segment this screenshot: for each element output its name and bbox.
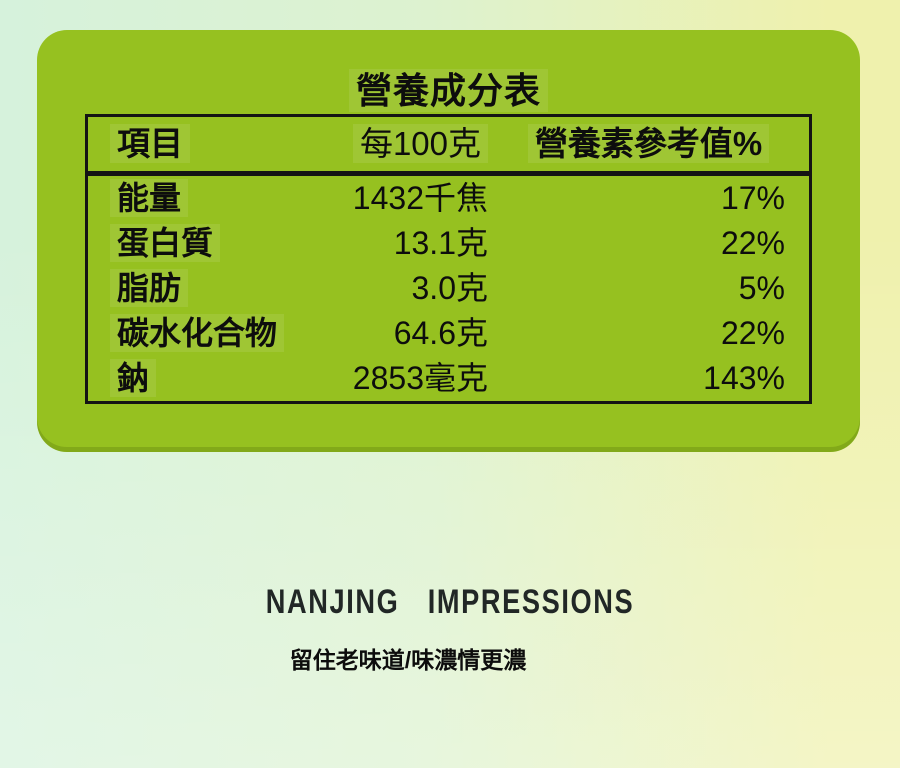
- item-label: 脂肪: [110, 269, 189, 307]
- table-row-fat: 脂肪 3.0克 5%: [88, 266, 809, 311]
- nrv-cell: 17%: [720, 180, 785, 216]
- item-cell: 能量: [88, 176, 273, 221]
- per100g-cell: 2853毫克: [352, 360, 488, 396]
- per100g-cell: 1432千焦: [352, 180, 488, 216]
- per100g-cell: 64.6克: [393, 315, 488, 351]
- nutrition-table-title: 營養成分表: [37, 62, 860, 114]
- header-item-label: 項目: [110, 124, 190, 163]
- item-cell: 蛋白質: [88, 221, 273, 266]
- header-item-column: 項目: [88, 117, 273, 171]
- table-row-sodium: 鈉 2853毫克 143%: [88, 356, 809, 401]
- nrv-cell: 22%: [720, 225, 785, 261]
- table-row-protein: 蛋白質 13.1克 22%: [88, 221, 809, 266]
- brand-tagline: 留住老味道/味濃情更濃: [289, 647, 527, 673]
- nutrition-table-title-text: 營養成分表: [348, 69, 548, 112]
- item-cell: 碳水化合物: [88, 311, 285, 356]
- per100g-cell: 3.0克: [411, 270, 489, 306]
- item-label: 蛋白質: [110, 224, 221, 262]
- nrv-cell: 22%: [720, 315, 785, 351]
- nrv-cell: 5%: [738, 270, 785, 306]
- header-nrv-column: 營養素參考值%: [488, 117, 809, 171]
- brand-name: NANJING IMPRESSIONS: [265, 583, 635, 621]
- nutrition-table: 項目 每100克 營養素參考值% 能量 1432千焦 17%: [85, 114, 812, 404]
- per100g-cell: 13.1克: [393, 225, 488, 261]
- header-per100g-label: 每100克: [352, 124, 488, 163]
- item-label: 碳水化合物: [110, 314, 285, 352]
- header-nrv-label: 營養素參考值%: [527, 124, 770, 163]
- header-per100g-column: 每100克: [273, 117, 488, 171]
- item-label: 鈉: [110, 359, 157, 397]
- nutrition-label-panel: 營養成分表 項目 每100克 營養素參考值% 能量 14: [37, 30, 860, 452]
- nutrition-table-header-row: 項目 每100克 營養素參考值%: [88, 117, 809, 176]
- item-cell: 鈉: [88, 356, 273, 401]
- nutrition-table-body: 能量 1432千焦 17% 蛋白質 13.1克 22% 脂肪 3.: [88, 176, 809, 401]
- item-cell: 脂肪: [88, 266, 273, 311]
- nrv-cell: 143%: [703, 360, 785, 396]
- table-row-carbohydrate: 碳水化合物 64.6克 22%: [88, 311, 809, 356]
- item-label: 能量: [110, 179, 189, 217]
- table-row-energy: 能量 1432千焦 17%: [88, 176, 809, 221]
